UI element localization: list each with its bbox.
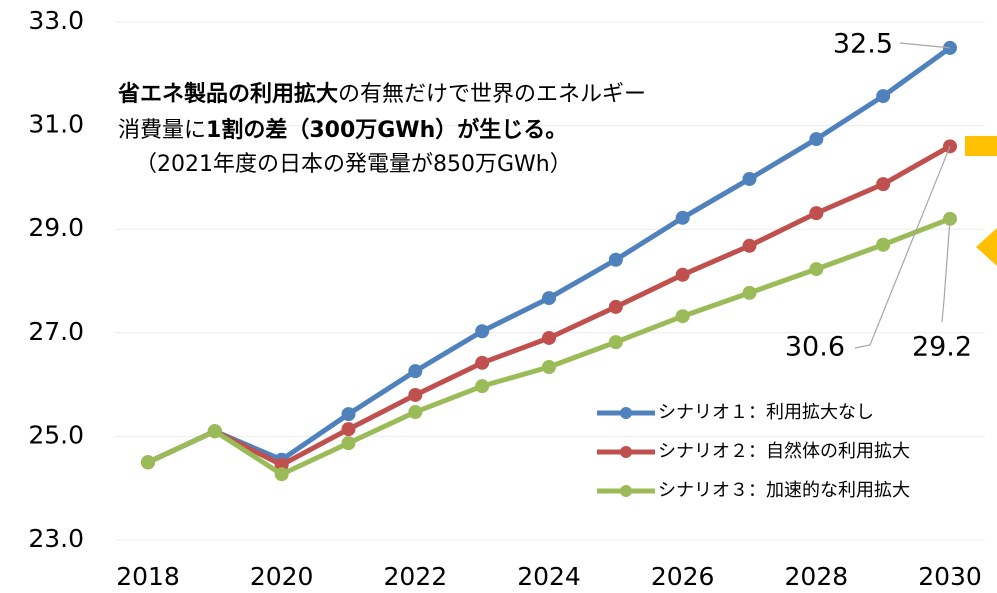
- point: [675, 267, 690, 282]
- point: [408, 387, 423, 402]
- annotation-line: 省エネ製品の利用拡大の有無だけで世界のエネルギー: [117, 81, 646, 107]
- point: [876, 177, 891, 192]
- x-tick-label: 2020: [250, 562, 314, 591]
- y-tick-label: 29.0: [28, 213, 84, 242]
- leader-line: [899, 42, 951, 49]
- x-tick-label: 2022: [384, 562, 448, 591]
- point: [608, 299, 623, 314]
- point: [809, 206, 824, 221]
- point: [341, 407, 356, 422]
- x-tick-label: 2026: [651, 562, 715, 591]
- annotation-text: の有無だけで世界のエネルギー: [338, 82, 646, 107]
- value-label: 29.2: [912, 332, 972, 363]
- point: [475, 324, 490, 339]
- legend-marker: [620, 485, 632, 497]
- legend-label: シナリオ２：自然体の利用拡大: [658, 441, 910, 462]
- point: [408, 405, 423, 420]
- point: [809, 262, 824, 277]
- point: [742, 171, 757, 186]
- annotation-line: （2021年度の日本の発電量が850万GWh）: [135, 152, 572, 177]
- annotation: 省エネ製品の利用拡大の有無だけで世界のエネルギー消費量に1割の差（300万GWh…: [117, 81, 646, 177]
- point: [475, 355, 490, 370]
- y-tick-label: 23.0: [28, 524, 84, 553]
- series-line: [146, 45, 952, 465]
- point: [608, 335, 623, 350]
- point: [341, 422, 356, 437]
- leader-line: [941, 218, 951, 323]
- y-tick-label: 27.0: [28, 317, 84, 346]
- point: [675, 210, 690, 225]
- y-tick-label: 31.0: [28, 110, 84, 139]
- point: [207, 424, 222, 439]
- point: [341, 436, 356, 451]
- marker-triangle: [976, 228, 997, 266]
- point: [742, 285, 757, 300]
- point: [876, 237, 891, 252]
- point: [542, 291, 556, 306]
- marker-rect: [965, 136, 997, 156]
- legend-label: シナリオ３：加速的な利用拡大: [658, 480, 910, 501]
- point: [408, 364, 423, 379]
- annotation-line: 消費量に1割の差（300万GWh）が生じる。: [118, 117, 567, 143]
- legend-label: シナリオ１：利用拡大なし: [658, 402, 874, 423]
- point: [675, 309, 690, 324]
- x-tick-label: 2028: [785, 562, 849, 591]
- legend-marker: [620, 446, 632, 458]
- point: [876, 89, 891, 104]
- value-label: 32.5: [833, 29, 893, 60]
- legend-marker: [620, 407, 632, 419]
- x-tick-label: 2018: [116, 562, 180, 591]
- annotation-text: 省エネ製品の利用拡大: [117, 81, 338, 107]
- point: [542, 359, 556, 374]
- annotation-text: 消費量に: [118, 118, 206, 143]
- value-label: 30.6: [785, 332, 845, 363]
- point: [542, 330, 556, 345]
- point: [475, 379, 490, 394]
- y-tick-label: 33.0: [28, 6, 84, 35]
- point: [141, 455, 155, 470]
- annotation-text: 1割の差（300万GWh）が生じる。: [206, 117, 567, 143]
- point: [742, 238, 757, 253]
- leader-line: [854, 146, 951, 349]
- point: [809, 132, 824, 147]
- point: [608, 252, 623, 267]
- y-tick-label: 25.0: [28, 420, 84, 449]
- x-tick-label: 2030: [918, 562, 982, 591]
- x-tick-label: 2024: [517, 562, 581, 591]
- annotation-text: （2021年度の日本の発電量が850万GWh）: [135, 152, 572, 177]
- point: [274, 467, 289, 482]
